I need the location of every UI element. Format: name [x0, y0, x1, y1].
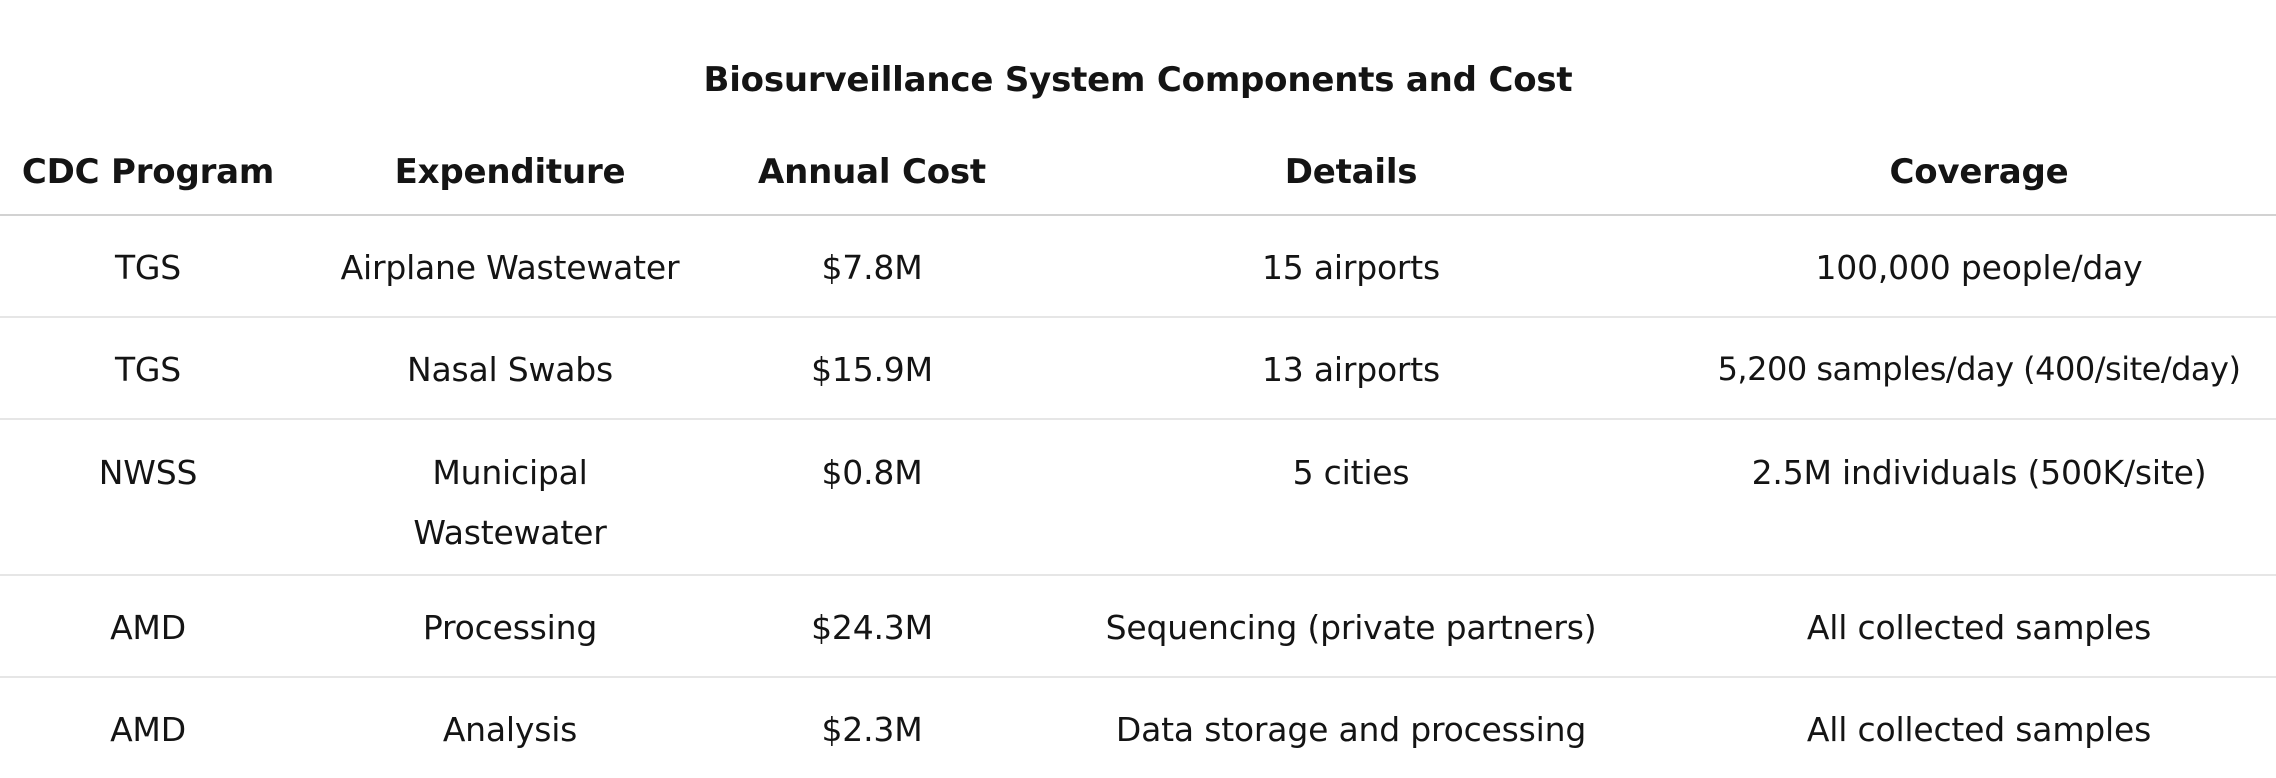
cell-details: 5 cities	[1020, 419, 1682, 576]
cell-annual-cost: $2.3M	[821, 710, 923, 749]
cell-annual-cost: $24.3M	[724, 575, 1020, 678]
header-cdc-program: CDC Program	[0, 130, 296, 216]
header-details: Details	[1020, 130, 1682, 216]
cell-coverage: 5,200 samples/day (400/site/day)	[1682, 317, 2276, 420]
cell-program: AMD	[0, 575, 296, 678]
cell-program: TGS	[0, 317, 296, 420]
cell-annual-cost: $7.8M	[724, 215, 1020, 318]
header-expenditure: Expenditure	[296, 130, 724, 216]
table-title: Biosurveillance System Components and Co…	[703, 60, 1573, 100]
cell-program: NWSS	[0, 419, 296, 576]
table-row: TGS Airplane Wastewater $7.8M 15 airport…	[0, 215, 2276, 318]
cell-coverage: 100,000 people/day	[1682, 215, 2276, 318]
cell-details: 15 airports	[1020, 215, 1682, 318]
table-row: AMD Analysis $2.3M Data storage and proc…	[0, 677, 2276, 778]
table-row: AMD Processing $24.3M Sequencing (privat…	[0, 575, 2276, 678]
cell-expenditure: Airplane Wastewater	[296, 215, 724, 318]
header-row: CDC Program Expenditure Annual Cost Deta…	[0, 130, 2276, 216]
cell-annual-cost: $0.8M	[724, 419, 1020, 576]
header-coverage: Coverage	[1682, 130, 2276, 216]
cell-coverage: All collected samples	[1806, 710, 2152, 749]
cell-expenditure: Processing	[296, 575, 724, 678]
cell-expenditure: Municipal Wastewater	[296, 419, 724, 576]
header-annual-cost: Annual Cost	[724, 130, 1020, 216]
cost-table: CDC Program Expenditure Annual Cost Deta…	[0, 130, 2276, 778]
cell-coverage: 2.5M individuals (500K/site)	[1682, 419, 2276, 576]
cell-annual-cost: $15.9M	[724, 317, 1020, 420]
cell-details: Sequencing (private partners)	[1020, 575, 1682, 678]
table-row: NWSS Municipal Wastewater $0.8M 5 cities…	[0, 419, 2276, 576]
cell-program: AMD	[110, 710, 186, 749]
cell-expenditure: Nasal Swabs	[296, 317, 724, 420]
cell-coverage: All collected samples	[1682, 575, 2276, 678]
cell-expenditure: Analysis	[442, 710, 578, 749]
cell-program: TGS	[0, 215, 296, 318]
cell-details: 13 airports	[1020, 317, 1682, 420]
cell-details: Data storage and processing	[1115, 710, 1587, 749]
table-row: TGS Nasal Swabs $15.9M 13 airports 5,200…	[0, 317, 2276, 420]
